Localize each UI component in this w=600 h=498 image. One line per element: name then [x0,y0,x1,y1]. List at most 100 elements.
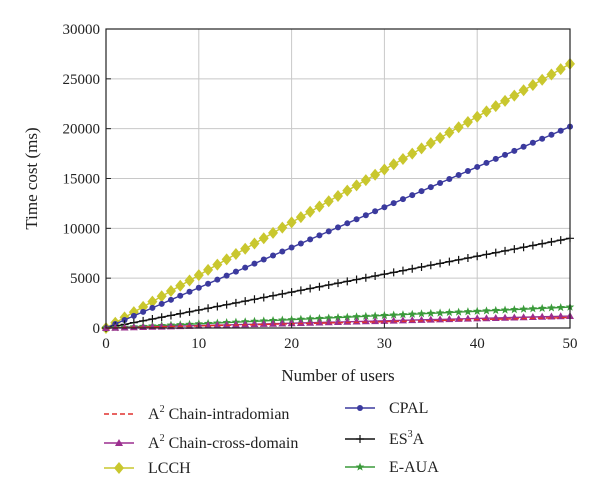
data-point [417,309,426,318]
data-point [277,221,288,234]
data-point [176,322,185,330]
x-tick-label: 10 [191,336,206,352]
data-point [446,176,453,183]
data-point [539,135,546,142]
x-tick-label: 20 [284,336,299,352]
data-point [360,174,371,187]
series-a-chain-intradomian [105,316,571,329]
data-point [213,321,222,329]
data-point [501,246,510,255]
data-point [519,243,528,252]
legend: A2 Chain-intradomian A2 Chain-cross-domai… [104,400,439,477]
data-point [547,237,556,246]
data-point [490,100,501,113]
y-tick-label: 0 [93,321,101,337]
data-point [407,309,417,318]
data-point [474,163,481,170]
data-point [287,315,296,324]
data-point [370,311,380,320]
data-point [371,271,380,280]
data-point [546,68,557,81]
x-tick-label: 30 [377,336,392,352]
data-point [316,232,323,239]
data-point [389,268,398,277]
data-point [167,296,174,303]
data-point [352,312,361,321]
data-point [407,147,418,160]
data-point [519,304,528,313]
data-point [454,307,463,316]
data-point [352,275,361,284]
y-tick-label: 20000 [63,122,101,138]
data-point [259,293,268,302]
data-point [389,310,398,319]
data-point [241,297,250,306]
legend-entry: A2 Chain-intradomian [104,404,289,423]
data-point [147,295,158,308]
data-point [482,306,491,315]
data-point [204,321,213,329]
data-point [222,320,231,328]
data-point [472,110,483,123]
data-point [335,224,341,231]
y-axis-label: Time cost (ms) [22,127,41,229]
data-point [481,105,492,118]
data-point [307,236,314,243]
data-point [242,264,249,271]
data-point [379,163,390,176]
data-point [529,139,536,146]
data-point [455,171,462,178]
data-point [297,240,304,247]
data-point [380,310,389,320]
data-point [462,115,473,128]
legend-label: LCCH [148,460,191,477]
data-point [399,196,406,203]
legend-marker [115,439,123,446]
data-point [296,286,305,295]
data-point [214,276,221,283]
data-point [286,216,297,229]
data-point [381,204,388,211]
data-point [472,306,482,315]
data-point [435,308,445,317]
data-point [222,300,231,309]
data-point [250,320,259,328]
series-lcch [101,57,575,334]
data-point [203,263,214,276]
data-point [527,79,538,92]
data-point [149,304,156,311]
data-point [492,155,499,162]
data-point [491,248,500,257]
y-tick-label: 15000 [63,172,101,188]
data-point [240,242,251,255]
y-tick-label: 10000 [63,221,101,237]
data-point [305,314,315,323]
data-point [463,307,473,316]
data-point [510,245,519,254]
legend-marker [355,462,365,471]
data-point [195,284,202,291]
data-point [398,310,408,319]
series-cpal [103,123,573,331]
legend-marker [114,462,124,474]
data-point [463,254,472,263]
data-point [445,308,454,317]
data-point [138,300,149,313]
data-point [557,127,564,134]
data-point [390,200,397,207]
data-point [435,131,446,144]
data-point [397,152,408,165]
data-point [231,320,240,328]
data-point [323,195,334,208]
data-point [288,244,295,251]
data-point [204,304,213,313]
data-point [538,239,547,248]
legend-entry: A2 Chain-cross-domain [104,433,298,452]
data-point [361,273,370,282]
data-point [184,274,195,287]
data-point [223,272,230,279]
legend-entry: E-AUA [345,459,439,476]
data-point [334,279,342,288]
data-point [556,302,565,312]
